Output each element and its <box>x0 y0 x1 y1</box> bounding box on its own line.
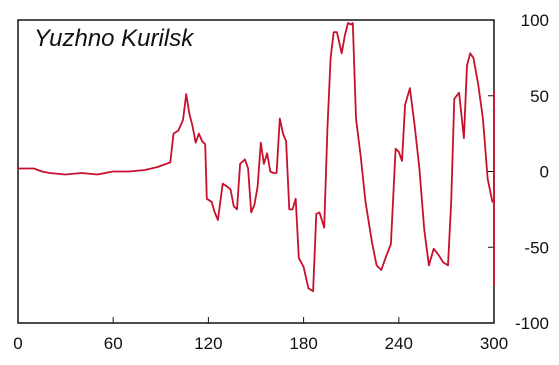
y-tick-label: -100 <box>515 314 549 333</box>
x-tick-label: 60 <box>104 334 123 353</box>
y-tick-label: 100 <box>521 11 549 30</box>
x-tick-label: 0 <box>13 334 22 353</box>
y-tick-label: 0 <box>540 163 549 182</box>
y-tick-label: 50 <box>530 87 549 106</box>
plot-frame <box>17 19 495 324</box>
ticks-layer: 0 60 120 180 240 300 100 50 0 -50 -100 <box>13 11 549 353</box>
chart-title: Yuzhno Kurilsk <box>34 25 195 52</box>
x-tick-label: 300 <box>480 334 508 353</box>
y-tick-label: -50 <box>524 238 549 257</box>
x-tick-label: 180 <box>289 334 317 353</box>
x-tick-label: 240 <box>385 334 413 353</box>
x-tick-label: 120 <box>194 334 222 353</box>
series-line <box>17 22 495 293</box>
